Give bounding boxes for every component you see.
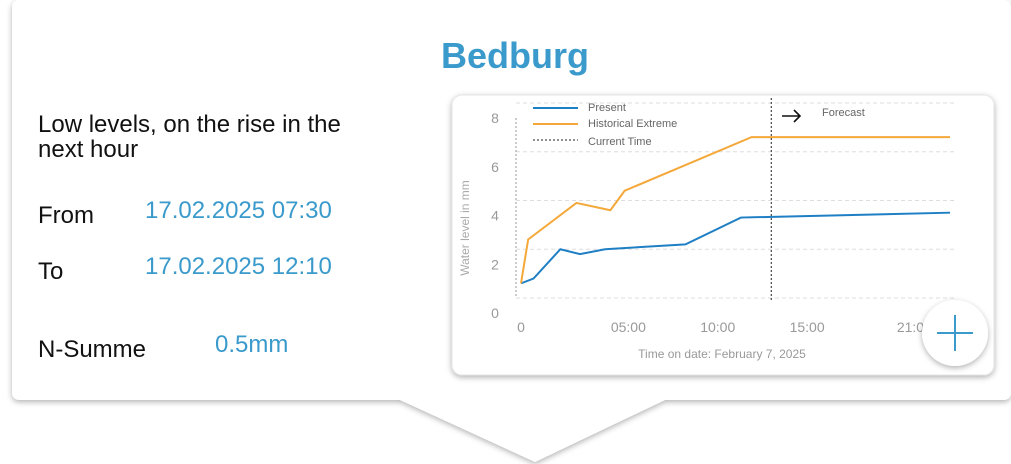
series-line [520,136,950,284]
y-tick-label: 2 [491,256,499,272]
title: Bedburg [441,35,589,76]
y-tick-label: 0 [491,305,499,321]
legend-label: Current Time [588,136,652,148]
x-tick-label: 05:00 [611,319,646,335]
field-value: 0.5mm [215,331,289,358]
legend-label: Present [588,102,626,114]
field-label: N-Summe [38,336,147,363]
field-value: 17.02.2025 07:30 [145,197,332,224]
chart-panel [451,94,995,376]
x-tick-label: 10:00 [700,319,735,335]
field-label: To [38,258,64,285]
y-tick-label: 6 [491,159,499,175]
y-tick-label: 4 [491,208,499,224]
y-tick-label: 8 [491,110,499,126]
legend-label: Historical Extreme [588,118,677,130]
forecast-label: Forecast [822,107,865,119]
series-line [520,211,951,285]
plus-icon[interactable] [937,315,973,351]
add-button[interactable] [922,300,988,366]
y-axis-label: Water level in mm [458,180,472,276]
status: Low levels, on the rise in the next hour [38,111,341,163]
x-tick-label: 15:00 [790,319,825,335]
forecast-arrow [782,109,802,123]
x-tick-label: 0 [517,319,525,335]
x-axis-label: Time on date: February 7, 2025 [638,347,806,361]
field-label: From [38,202,94,229]
field-value: 17.02.2025 12:10 [145,253,332,280]
